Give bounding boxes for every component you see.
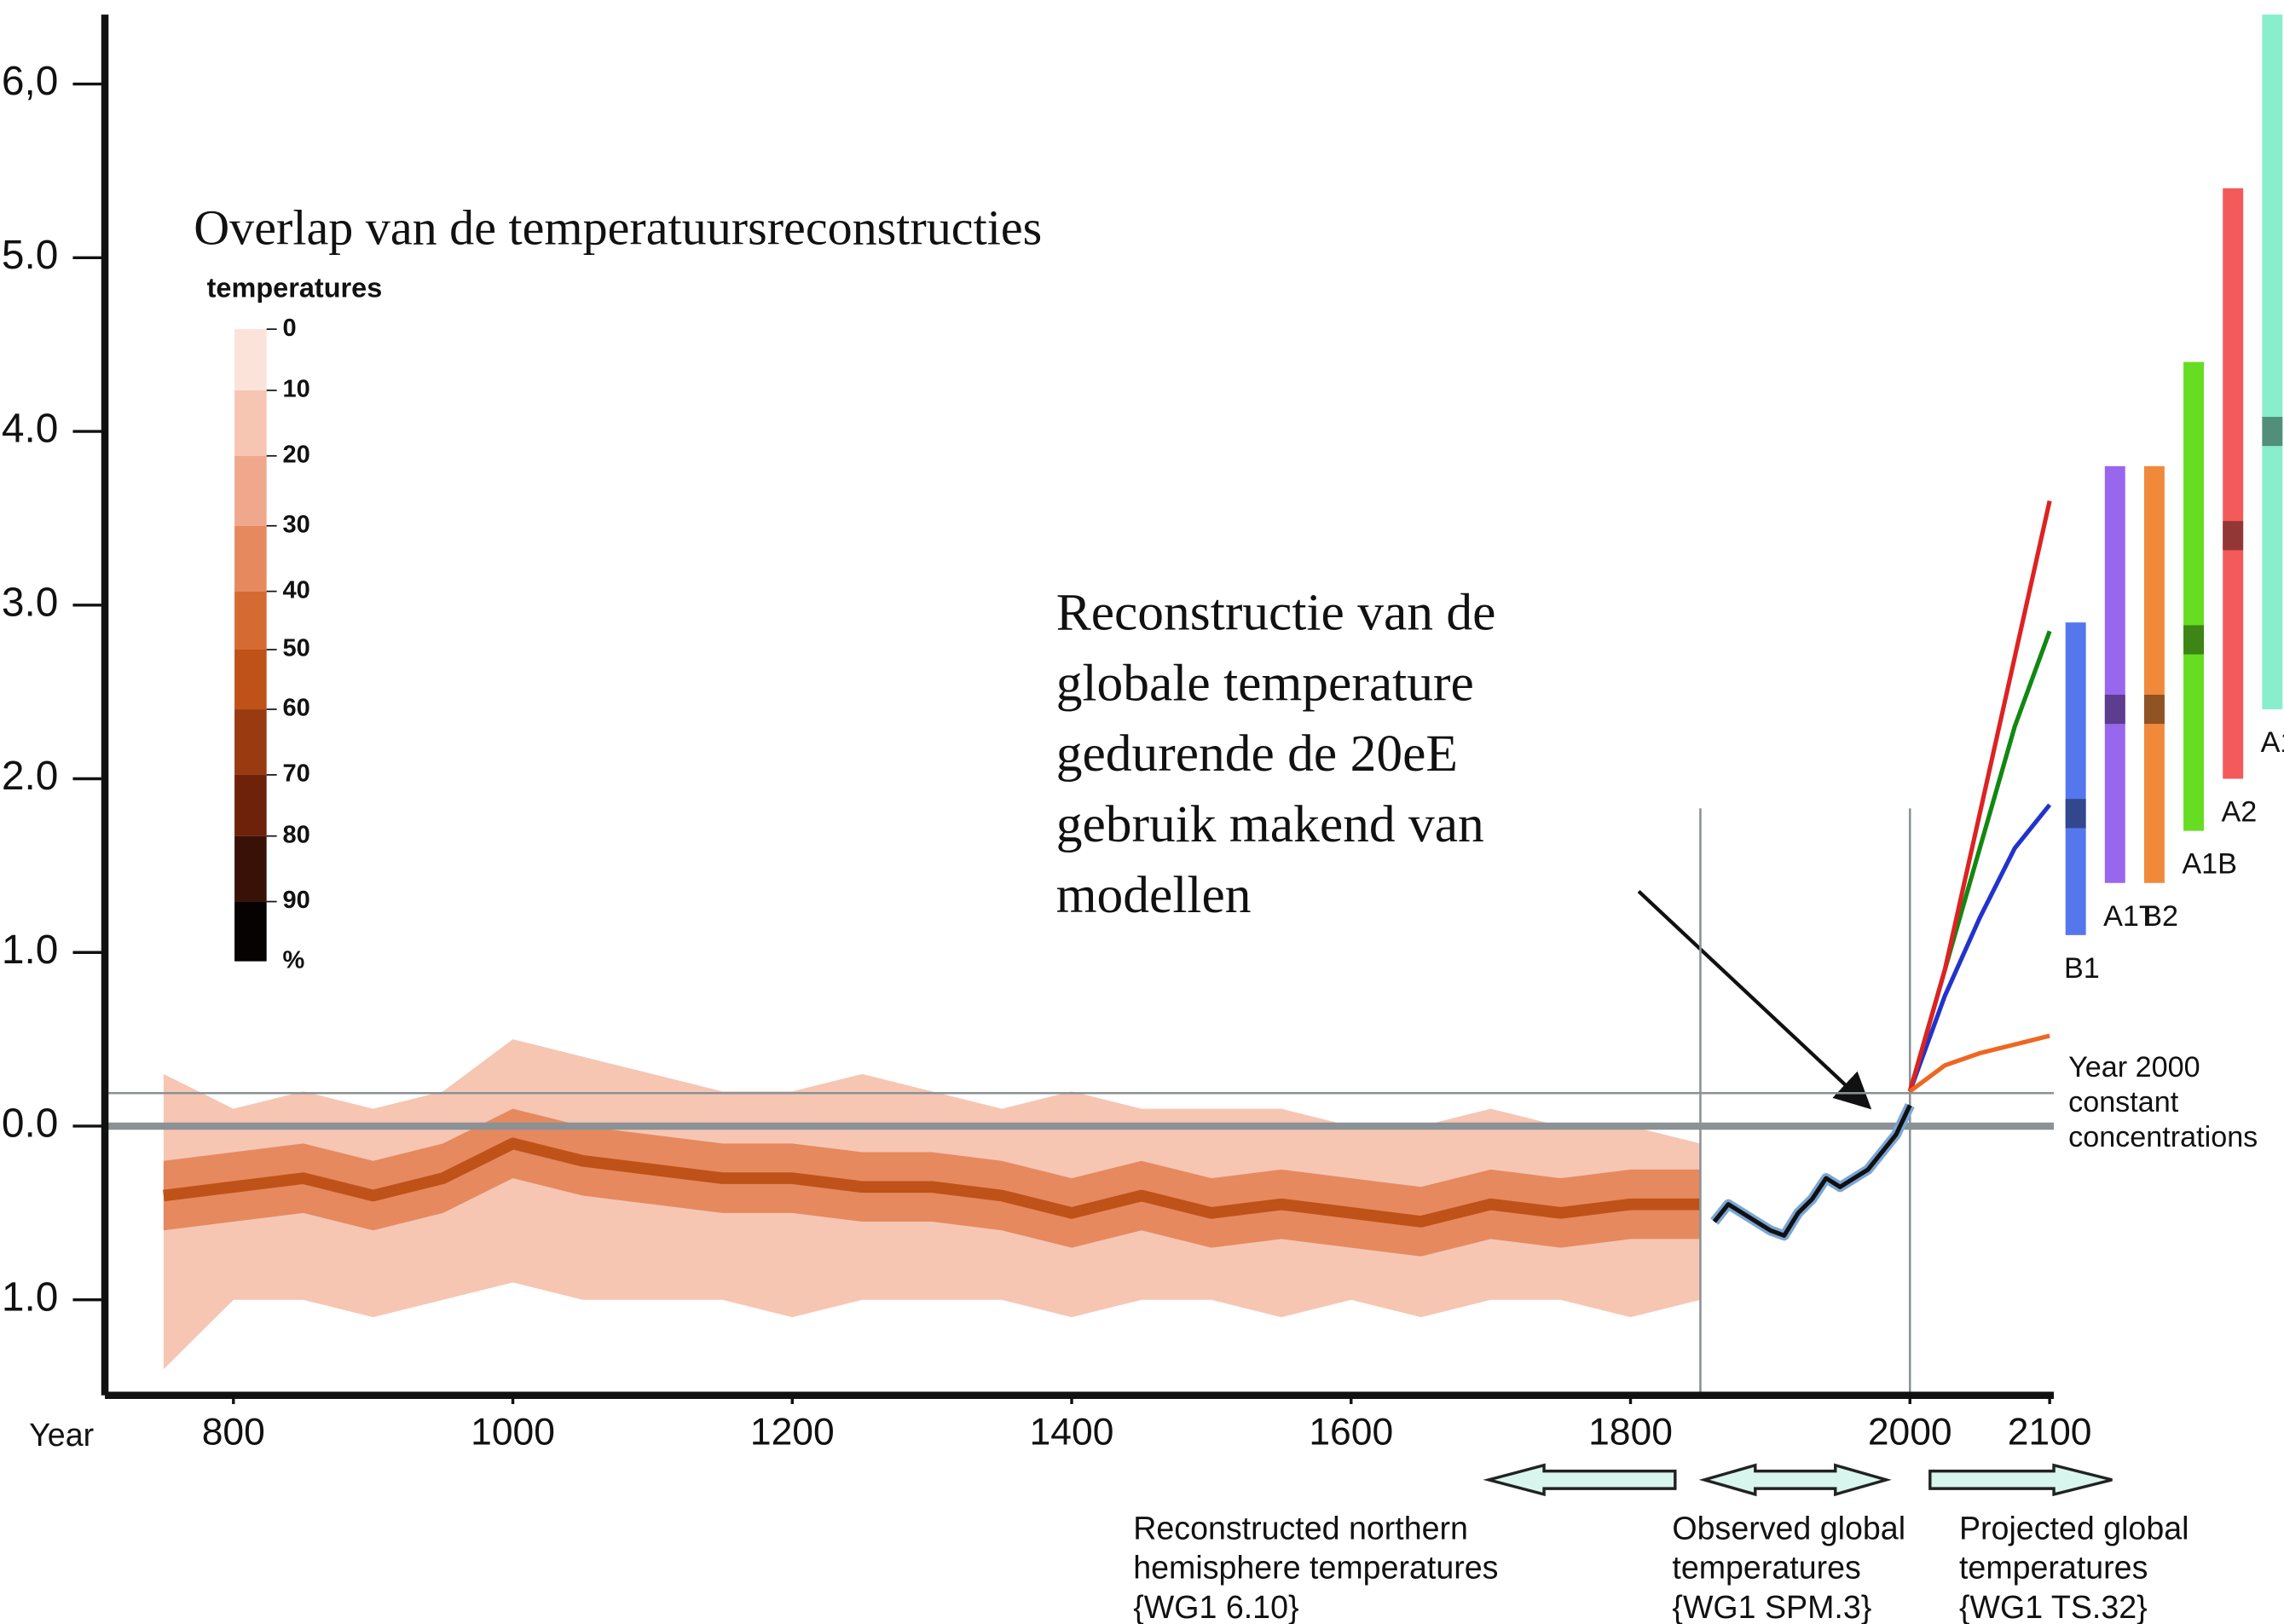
x-tick-label: 1200 [750,1412,835,1454]
legend-label: 80 [282,821,309,848]
range-bar [2183,361,2205,831]
range-best [2143,694,2165,725]
range-label: A1B [2182,848,2237,881]
annotation: Year 2000 [2068,1051,2200,1084]
annotation: {WG1 6.10} [1133,1589,1298,1624]
range-label: B2 [2142,900,2178,933]
annotation: Projected global [1959,1511,2189,1546]
legend-swatch [234,329,267,390]
annotation: temperatures [1672,1550,1860,1586]
legend-label: 50 [282,635,309,662]
legend-label: 90 [282,887,309,914]
range-best [2223,521,2244,551]
range-label: A1T [2103,900,2157,933]
legend-swatch [234,525,267,592]
range-arrow [1483,1463,1677,1497]
y-tick-label: 4.0 [2,407,58,452]
annotation: temperatures [1959,1550,2148,1586]
y-tick-label: 0.0 [2,1101,58,1147]
legend-label: 20 [282,441,309,468]
range-best [2183,625,2205,655]
range-best [2262,416,2283,447]
legend-swatch [234,390,267,456]
legend-label: 60 [282,695,309,722]
x-tick-label: 2100 [2008,1412,2092,1454]
x-tick-label: 1800 [1588,1412,1673,1454]
annotation: gebruik makend van [1056,795,1484,853]
x-tick-label: 2000 [1868,1412,1952,1454]
series-line [1908,1033,2050,1094]
x-axis-label: Year [29,1417,94,1453]
range-bar [2104,465,2125,883]
x-tick-label: 1000 [471,1412,555,1454]
y-tick-label: 1.0 [2,928,58,973]
range-label: B1 [2064,952,2100,985]
range-arrow [1928,1463,2113,1497]
range-best [2104,694,2125,725]
x-tick-label: 1400 [1030,1412,1114,1454]
legend-label: 30 [282,511,309,538]
legend-unit: % [282,946,304,974]
annotation: globale temperature [1056,654,1474,712]
range-bar [2223,188,2244,779]
legend-label: 0 [282,315,296,342]
legend-swatch [234,650,267,710]
annotation: constant [2068,1086,2179,1118]
range-bar [2262,14,2283,710]
series-line [1907,500,2052,1092]
y-tick-label: 2.0 [2,754,58,799]
annotation: {WG1 TS.32} [1959,1589,2148,1624]
legend-label: 70 [282,760,309,788]
range-label: A2 [2222,796,2258,829]
y-tick-label: 5.0 [2,233,58,278]
y-tick-label: 3.0 [2,580,58,625]
annotation: Reconstructie van de [1056,584,1496,642]
range-best [2065,799,2086,829]
annotation: modellen [1056,866,1252,924]
y-tick-label: 6,0 [2,59,58,104]
annotation: gedurende de 20eE [1056,725,1458,783]
chart-title: Overlap van de temperatuursreconstructie… [194,200,1042,256]
legend-swatch [234,591,267,650]
annotation: Reconstructed northern [1133,1511,1468,1546]
legend-swatch [234,455,267,526]
series-line [1907,803,2052,1093]
annotation: hemisphere temperatures [1133,1550,1498,1586]
legend-swatch [234,709,267,775]
annotation: Observed global [1672,1511,1905,1546]
series-line [1712,1104,1912,1238]
x-tick-label: 1600 [1309,1412,1393,1454]
annotation: {WG1 SPM.3} [1672,1589,1871,1624]
reconstruction-center [163,1137,1701,1228]
legend-label: 10 [282,376,309,403]
legend-title: temperatures [207,273,383,303]
legend-swatch [234,901,267,962]
y-tick-label: -1.0 [0,1274,58,1320]
x-tick-label: 800 [202,1412,265,1454]
range-bar [2065,622,2086,935]
range-label: A1 [2261,726,2284,759]
legend-label: 40 [282,576,309,604]
legend-swatch [234,835,267,902]
legend-swatch [234,774,267,836]
range-bar [2143,465,2165,883]
annotation: concentrations [2068,1121,2258,1153]
range-arrow [1698,1463,1892,1497]
annotation-arrow [1637,890,1872,1110]
